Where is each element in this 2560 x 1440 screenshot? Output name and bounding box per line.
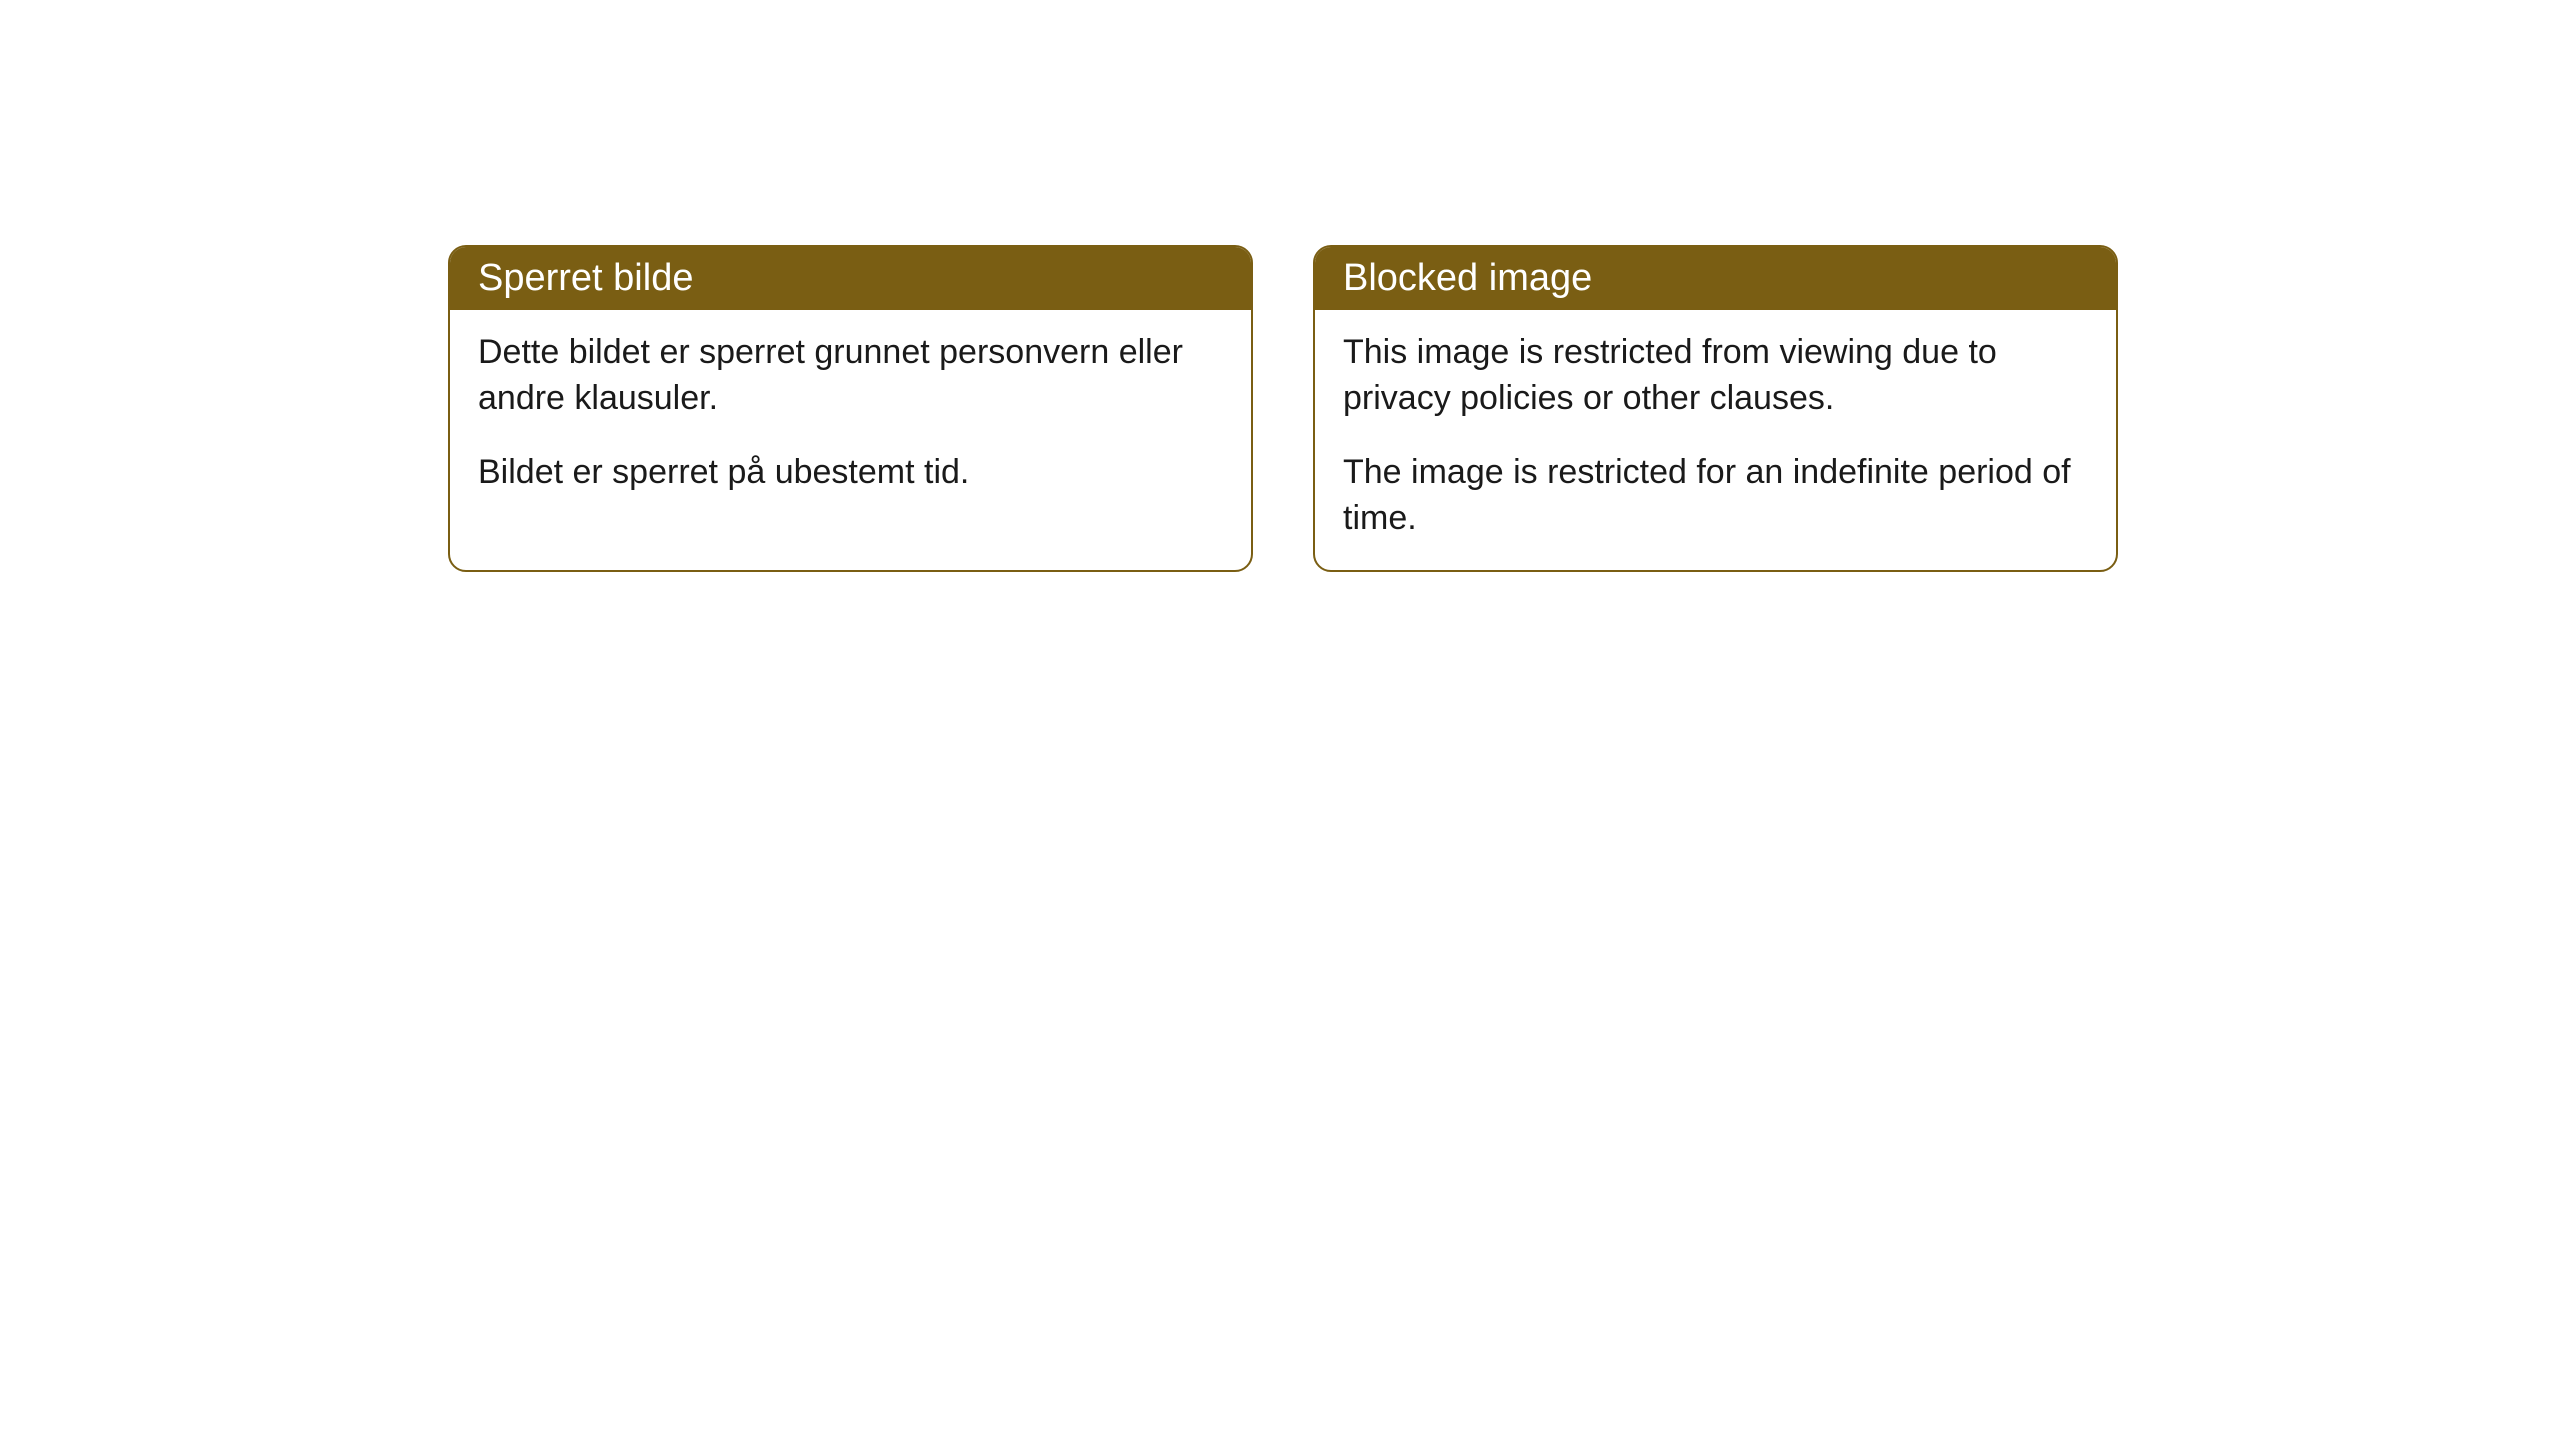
notice-paragraph: Bildet er sperret på ubestemt tid. <box>478 450 1223 496</box>
notice-paragraph: The image is restricted for an indefinit… <box>1343 450 2088 542</box>
notice-paragraph: This image is restricted from viewing du… <box>1343 330 2088 422</box>
notice-paragraph: Dette bildet er sperret grunnet personve… <box>478 330 1223 422</box>
notice-cards-container: Sperret bilde Dette bildet er sperret gr… <box>448 245 2118 572</box>
notice-body-english: This image is restricted from viewing du… <box>1315 310 2116 570</box>
notice-header-norwegian: Sperret bilde <box>450 247 1251 310</box>
notice-card-norwegian: Sperret bilde Dette bildet er sperret gr… <box>448 245 1253 572</box>
notice-title: Sperret bilde <box>478 257 693 299</box>
notice-title: Blocked image <box>1343 257 1592 299</box>
notice-card-english: Blocked image This image is restricted f… <box>1313 245 2118 572</box>
notice-body-norwegian: Dette bildet er sperret grunnet personve… <box>450 310 1251 524</box>
notice-header-english: Blocked image <box>1315 247 2116 310</box>
